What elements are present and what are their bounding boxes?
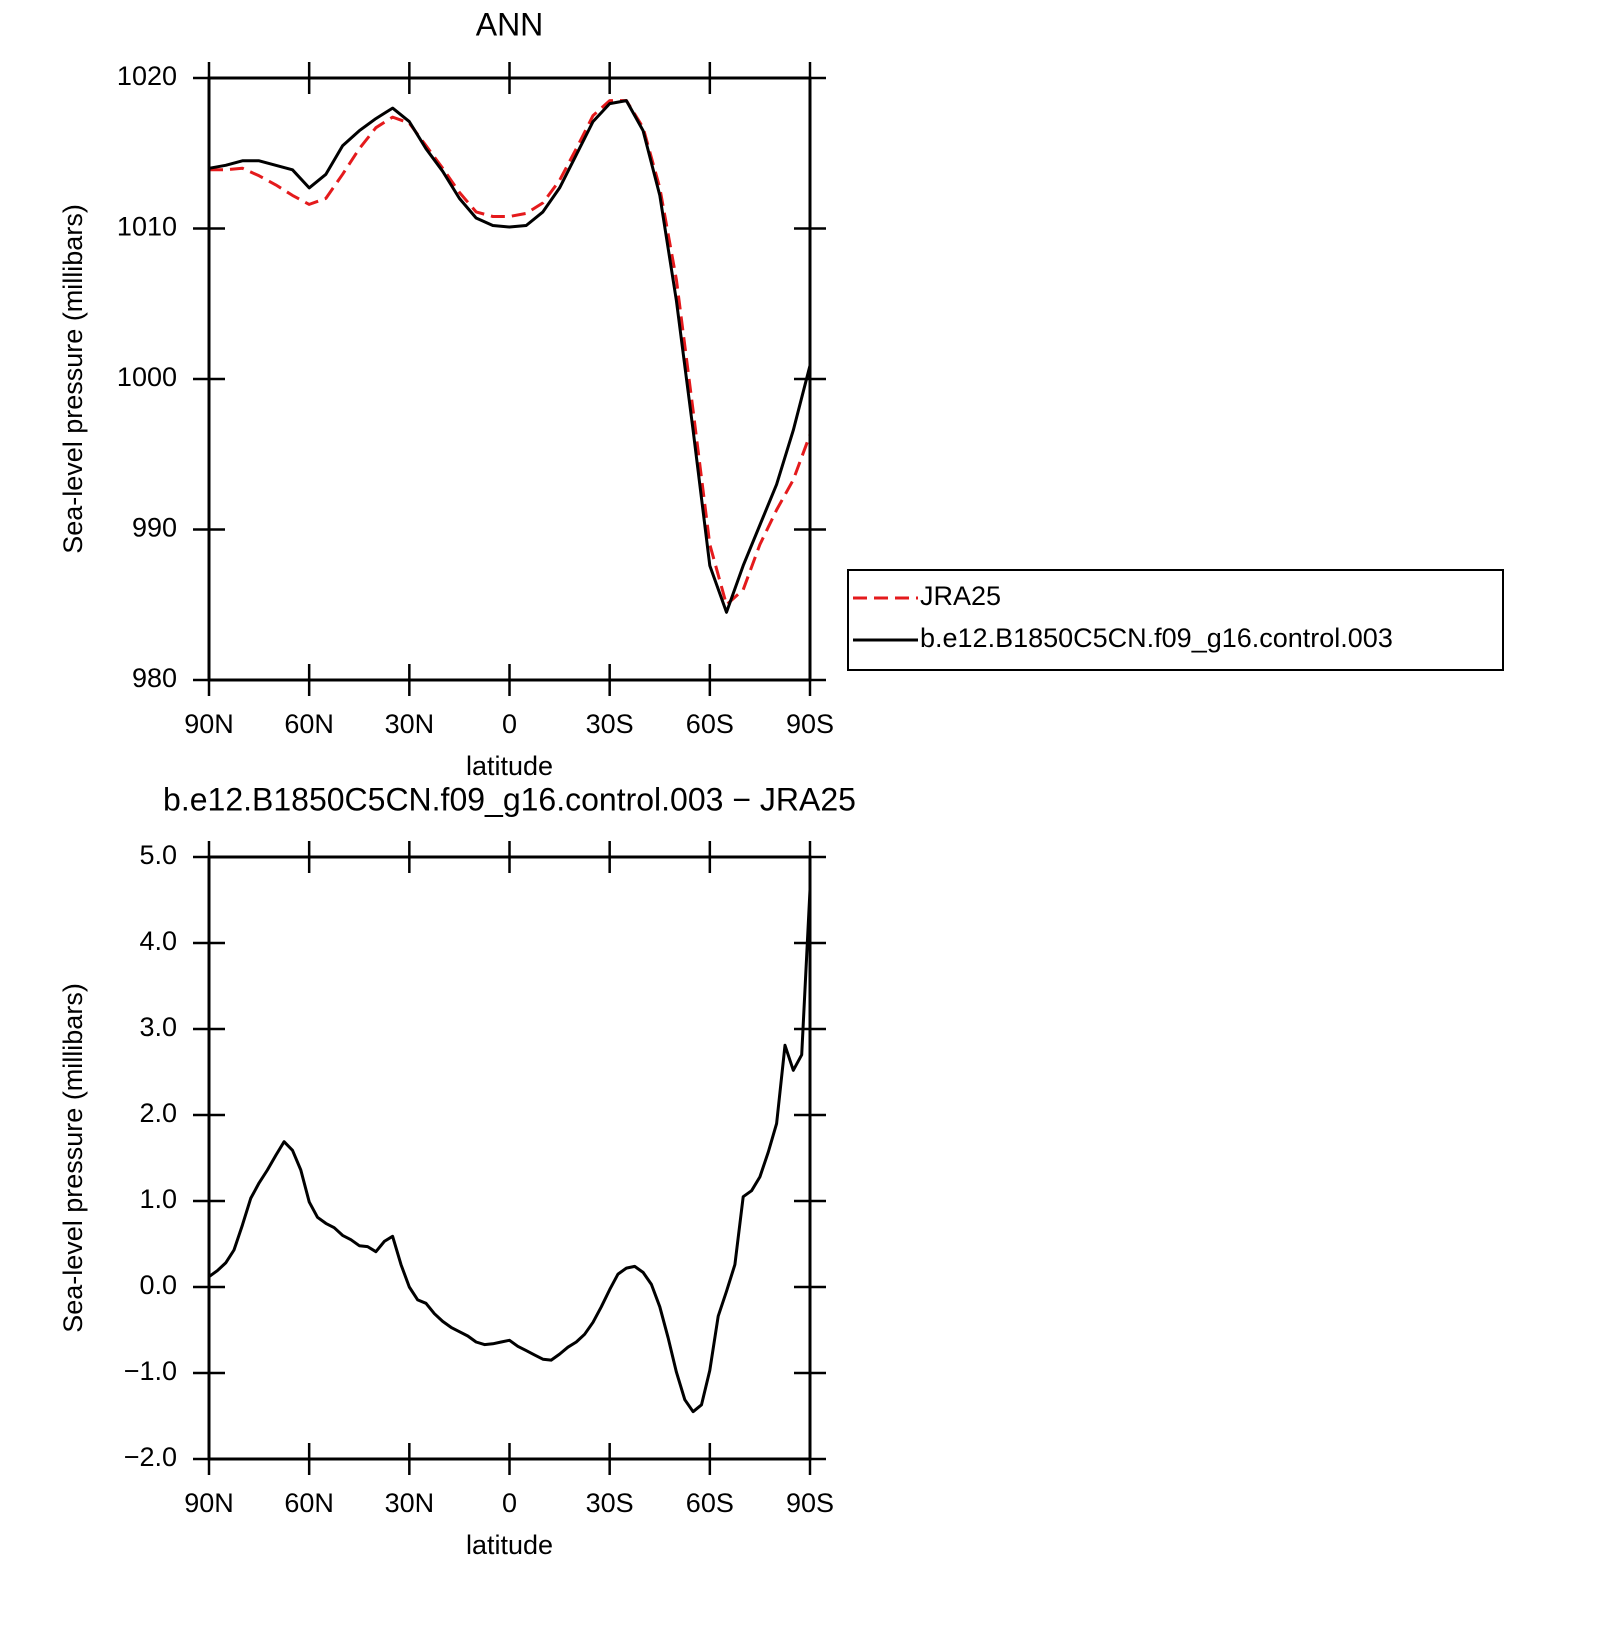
x-tick-label: 30N bbox=[385, 709, 435, 739]
chart-title: b.e12.B1850C5CN.f09_g16.control.003 − JR… bbox=[163, 781, 856, 817]
y-tick-label: 3.0 bbox=[139, 1012, 177, 1042]
y-tick-label: 1000 bbox=[117, 362, 177, 392]
x-tick-label: 90N bbox=[184, 709, 234, 739]
x-tick-label: 90N bbox=[184, 1488, 234, 1518]
y-tick-label: 1020 bbox=[117, 61, 177, 91]
y-tick-label: −2.0 bbox=[124, 1442, 177, 1472]
y-tick-label: 2.0 bbox=[139, 1098, 177, 1128]
x-tick-label: 0 bbox=[502, 1488, 517, 1518]
legend-label: JRA25 bbox=[920, 581, 1001, 611]
legend-label: b.e12.B1850C5CN.f09_g16.control.003 bbox=[920, 623, 1393, 653]
y-tick-label: 1.0 bbox=[139, 1184, 177, 1214]
plot-frame bbox=[207, 76, 812, 682]
x-tick-label: 60N bbox=[284, 1488, 334, 1518]
y-axis-label: Sea-level pressure (millibars) bbox=[58, 983, 88, 1333]
x-tick-label: 90S bbox=[786, 1488, 834, 1518]
y-tick-label: 0.0 bbox=[139, 1270, 177, 1300]
y-axis-label: Sea-level pressure (millibars) bbox=[58, 204, 88, 554]
x-tick-label: 60S bbox=[686, 709, 734, 739]
y-tick-label: 4.0 bbox=[139, 926, 177, 956]
data-line bbox=[209, 99, 812, 607]
plot-frame bbox=[207, 855, 812, 1461]
x-tick-label: 60N bbox=[284, 709, 334, 739]
legend-box bbox=[847, 569, 1504, 671]
x-tick-label: 60S bbox=[686, 1488, 734, 1518]
x-tick-label: 90S bbox=[786, 709, 834, 739]
y-tick-label: 980 bbox=[132, 663, 177, 693]
x-tick-label: 30N bbox=[385, 1488, 435, 1518]
y-tick-label: −1.0 bbox=[124, 1356, 177, 1386]
x-axis-label: latitude bbox=[466, 751, 553, 781]
y-tick-label: 5.0 bbox=[139, 840, 177, 870]
chart-title: ANN bbox=[476, 6, 544, 42]
x-tick-label: 30S bbox=[586, 709, 634, 739]
data-line bbox=[208, 889, 812, 1414]
y-tick-label: 990 bbox=[132, 513, 177, 543]
data-line bbox=[208, 99, 812, 614]
x-axis-label: latitude bbox=[466, 1530, 553, 1560]
x-tick-label: 0 bbox=[502, 709, 517, 739]
y-tick-label: 1010 bbox=[117, 212, 177, 242]
x-tick-label: 30S bbox=[586, 1488, 634, 1518]
